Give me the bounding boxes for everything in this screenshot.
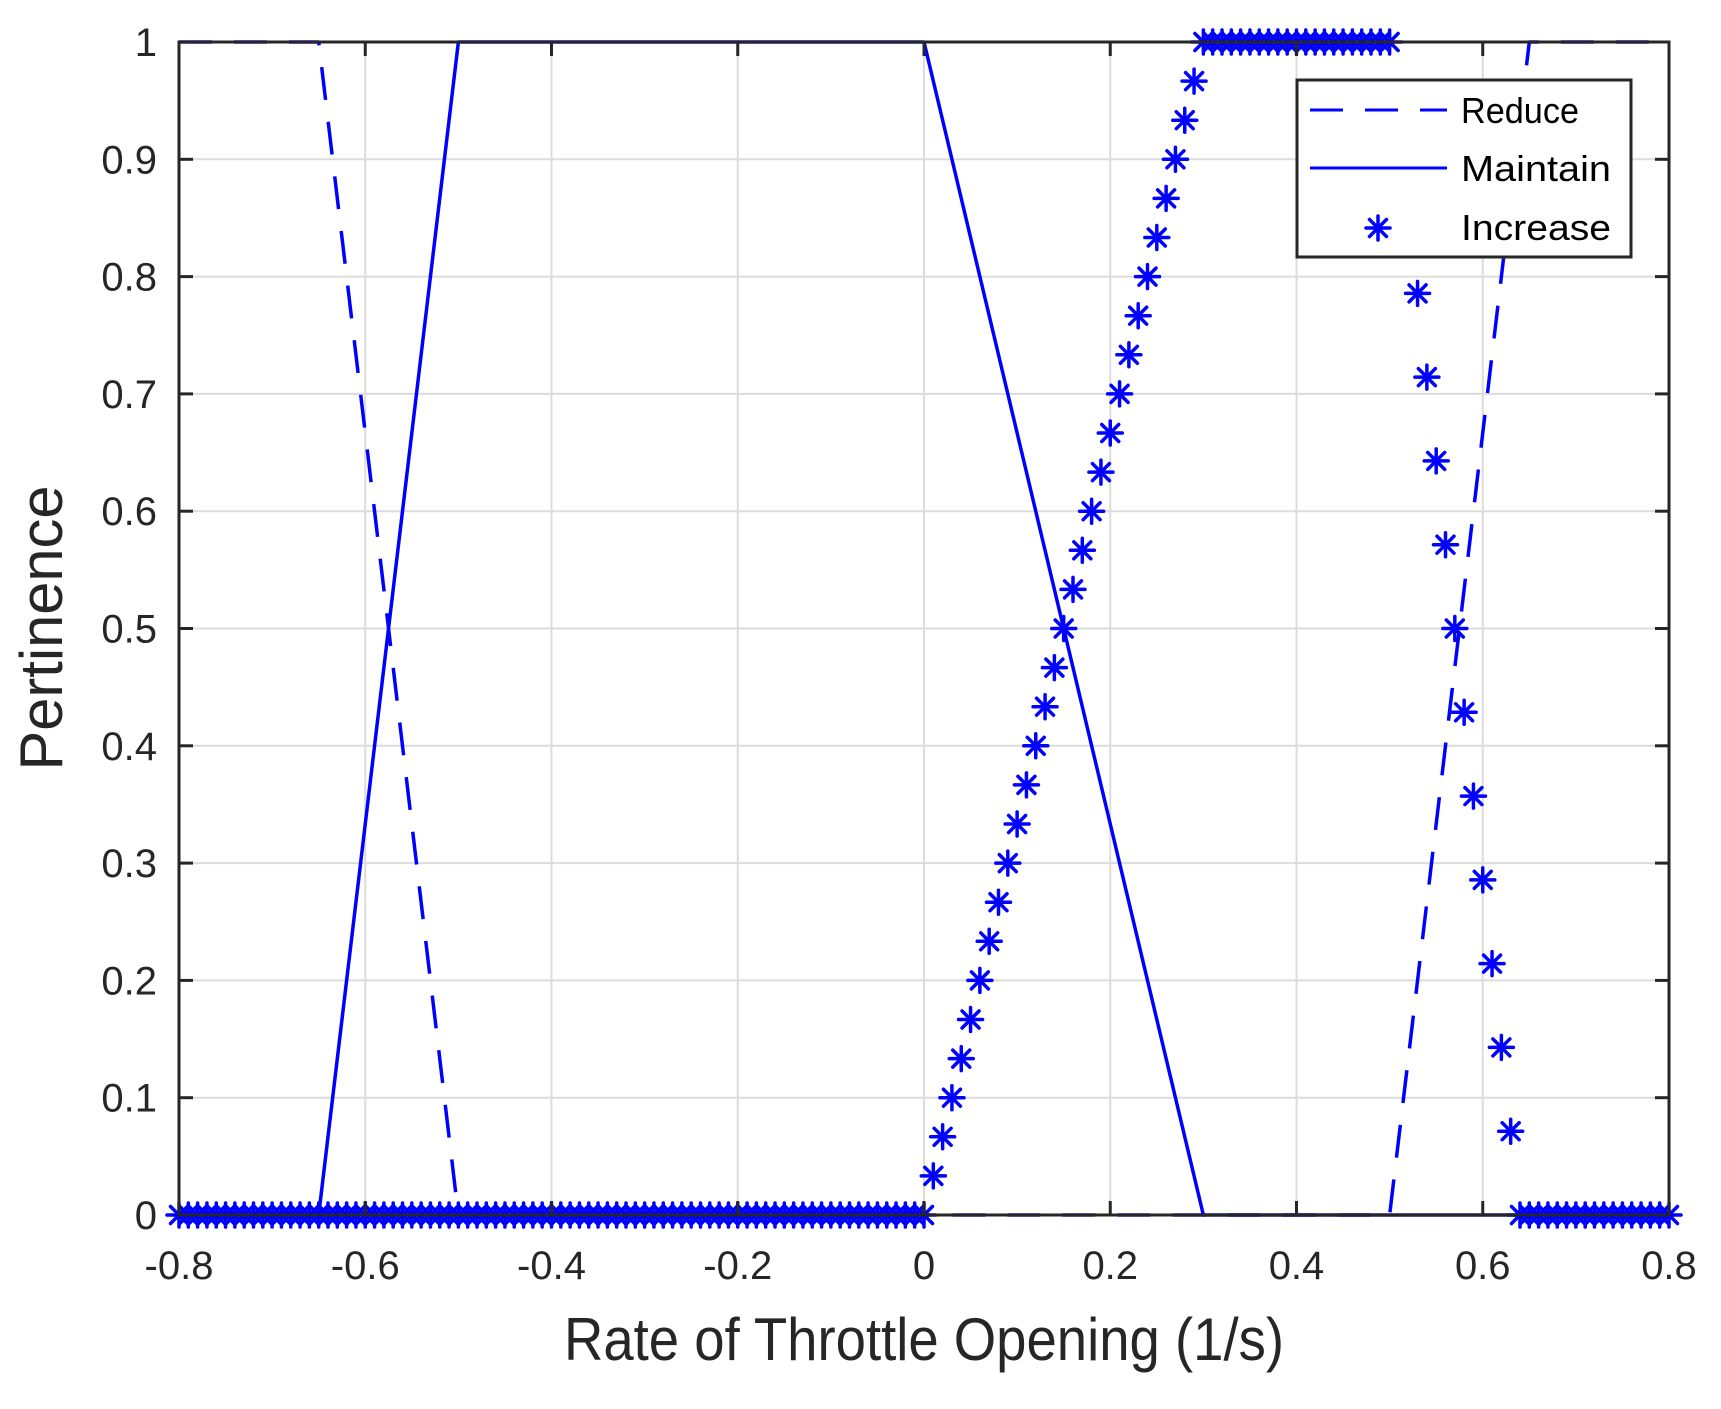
- increase-data-point: [1459, 782, 1488, 810]
- increase-data-point: [928, 1123, 957, 1151]
- increase-data-point: [1152, 184, 1180, 213]
- increase-data-point: [1180, 67, 1208, 95]
- legend-item-increase: Increase: [1364, 207, 1611, 248]
- increase-data-point: [1496, 1117, 1525, 1145]
- increase-data-point: [1431, 530, 1460, 559]
- axes-frame: [177, 40, 1671, 1217]
- y-tick-label: 0: [135, 1194, 157, 1238]
- increase-data-point: [956, 1005, 985, 1034]
- x-tick-label: -0.4: [517, 1244, 586, 1288]
- increase-data-point: [1403, 279, 1432, 308]
- increase-data-point: [1096, 419, 1124, 447]
- increase-data-point: [975, 927, 1003, 956]
- x-tick-label: 0: [913, 1244, 935, 1288]
- x-tick-label: 0.4: [1269, 1244, 1325, 1288]
- x-tick-labels: -0.8 -0.6 -0.4 -0.2 0 0.2 0.4 0.6 0.8: [145, 1244, 1697, 1288]
- y-tick-label: 0.9: [101, 138, 157, 182]
- increase-data-point: [1059, 575, 1087, 604]
- y-tick-label: 0.4: [101, 725, 157, 769]
- y-axis-label: Pertinence: [8, 486, 75, 771]
- increase-data-point: [1105, 380, 1134, 408]
- increase-data-point: [994, 849, 1022, 877]
- increase-data-point: [1087, 458, 1115, 486]
- y-tick-label: 1: [135, 21, 157, 65]
- increase-data-point: [1049, 614, 1078, 643]
- increase-data-point: [1003, 810, 1031, 838]
- y-tick-label: 0.5: [101, 608, 157, 652]
- increase-data-point: [1487, 1033, 1516, 1062]
- y-tick-label: 0.6: [101, 490, 157, 534]
- y-tick-label: 0.1: [101, 1077, 157, 1121]
- increase-data-point: [1031, 692, 1059, 721]
- increase-data-point: [1478, 949, 1506, 978]
- increase-data-point: [1450, 698, 1478, 727]
- x-tick-label: 0.8: [1641, 1244, 1697, 1288]
- increase-data-point: [984, 888, 1013, 916]
- y-tick-label: 0.3: [101, 842, 157, 886]
- increase-data-point: [1040, 653, 1069, 682]
- increase-data-point: [1068, 536, 1097, 565]
- x-tick-label: 0.2: [1082, 1244, 1138, 1288]
- increase-data-point: [919, 1162, 948, 1190]
- increase-data-point: [1469, 866, 1497, 894]
- x-tick-label: -0.2: [703, 1244, 772, 1288]
- legend: Reduce Maintain Increase: [1295, 78, 1633, 259]
- increase-data-point: [1012, 771, 1041, 799]
- increase-data-point: [1422, 447, 1450, 475]
- increase-data-point: [1413, 363, 1441, 391]
- y-tick-label: 0.8: [101, 256, 157, 300]
- increase-data-point: [1143, 223, 1171, 252]
- increase-data-point: [1171, 106, 1199, 134]
- grid-lines: [178, 41, 1670, 1216]
- increase-data-point: [938, 1083, 966, 1112]
- increase-data-point: [1161, 145, 1190, 174]
- increase-data-point: [1124, 301, 1152, 330]
- y-tick-labels: 0 0.1 0.2 0.3 0.4 0.5 0.6 0.7 0.8 0.9 1: [101, 21, 157, 1238]
- legend-label-maintain: Maintain: [1461, 148, 1611, 189]
- legend-label-reduce: Reduce: [1461, 90, 1579, 131]
- asterisk-marker-icon: [1364, 214, 1392, 242]
- legend-item-reduce: Reduce: [1310, 90, 1579, 131]
- increase-data-point: [1077, 497, 1106, 525]
- legend-item-maintain: Maintain: [1310, 148, 1611, 189]
- y-tick-label: 0.7: [101, 373, 157, 417]
- x-tick-label: -0.6: [331, 1244, 400, 1288]
- increase-data-point: [1115, 341, 1143, 369]
- y-tick-label: 0.2: [101, 959, 157, 1003]
- x-tick-label: 0.6: [1455, 1244, 1511, 1288]
- legend-asterisk: [1364, 214, 1392, 242]
- increase-data-point: [966, 966, 994, 995]
- increase-data-point: [1133, 262, 1162, 291]
- increase-data-point: [947, 1044, 975, 1073]
- increase-data-point: [1441, 614, 1469, 643]
- legend-label-increase: Increase: [1461, 207, 1611, 248]
- x-tick-label: -0.8: [145, 1244, 214, 1288]
- increase-data-point: [1022, 732, 1050, 760]
- x-axis-label: Rate of Throttle Opening (1/s): [564, 1306, 1284, 1373]
